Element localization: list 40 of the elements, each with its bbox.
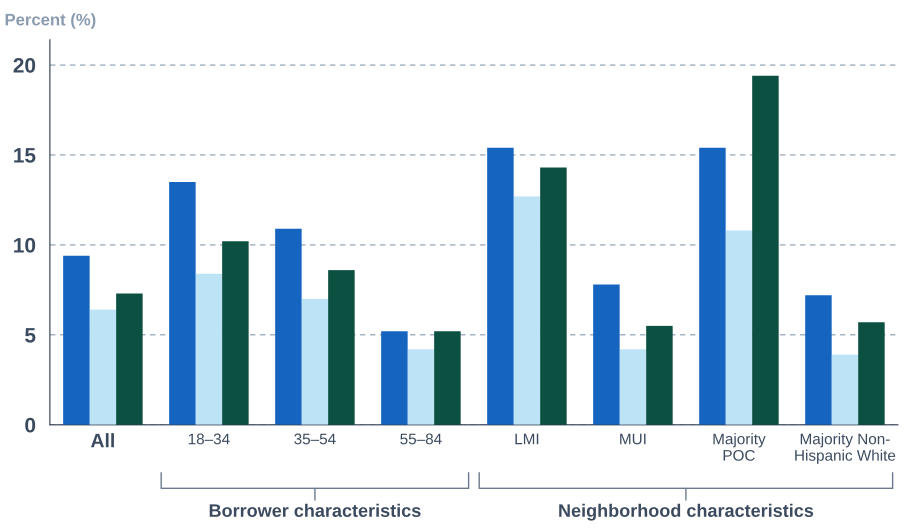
text: Borrower characteristics (210, 504, 421, 517)
bar (169, 182, 196, 425)
bar (540, 168, 567, 425)
y-tick-label: 5 (25, 328, 36, 343)
bar (858, 322, 885, 425)
bar (726, 230, 752, 425)
y-tick-label: 15 (14, 148, 36, 163)
x-tick-label: MUI (620, 434, 646, 444)
bar (620, 349, 646, 425)
x-tick-label: Majority POC (713, 433, 766, 461)
x-tick-label: Majority Non- Hispanic White (795, 433, 896, 464)
x-tick-label: 18–34 (188, 434, 230, 444)
bar (196, 274, 222, 425)
bar (63, 256, 90, 425)
bar (752, 76, 779, 425)
text: Neighborhood characteristics (559, 504, 814, 521)
bar (90, 310, 116, 425)
bar (434, 331, 461, 425)
x-tick-label: 55–84 (400, 434, 442, 444)
bar (487, 148, 514, 425)
bar (275, 228, 302, 425)
bar (116, 293, 143, 425)
bar (328, 270, 355, 425)
bar (832, 354, 858, 425)
y-axis-title: Percent (%) (6, 13, 96, 29)
bar (646, 326, 673, 425)
bar (302, 298, 328, 425)
bar (222, 241, 249, 425)
bar (593, 284, 620, 425)
y-tick-label: 20 (14, 58, 36, 73)
bar (699, 148, 726, 425)
bar (408, 349, 434, 425)
bar (514, 196, 540, 425)
bar (805, 295, 832, 425)
x-tick-label: LMI (515, 434, 538, 444)
x-tick-label: All (90, 433, 114, 448)
x-tick-label: 35–54 (294, 434, 336, 444)
y-tick-label: 0 (25, 418, 36, 433)
y-tick-label: 10 (14, 238, 36, 253)
bar (381, 331, 408, 425)
